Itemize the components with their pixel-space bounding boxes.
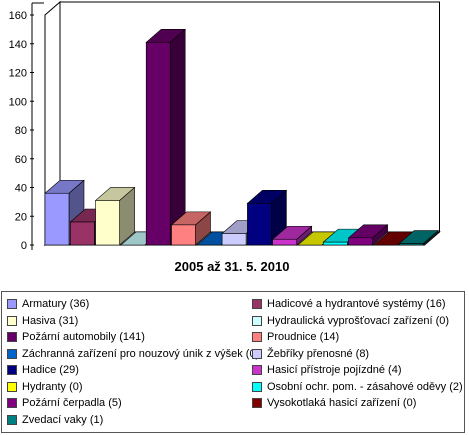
bar-front [95,200,120,246]
legend-swatch [7,414,17,425]
legend-item: Hadicové a hydrantové systémy (16) [252,297,446,311]
legend-swatch [252,348,262,359]
y-tick-label: 140 [9,39,27,51]
legend-label: Záchranná zařízení pro nouzový únik z vý… [22,347,260,360]
legend-item: Záchranná zařízení pro nouzový únik z vý… [7,347,259,361]
y-tick-label: 40 [15,183,27,195]
bar [145,28,187,246]
y-tick-label: 80 [15,125,27,137]
legend-label: Požární čerpadla (5) [22,397,122,409]
legend-item: Zvedací vaky (1) [7,413,103,427]
legend-item: Hydranty (0) [7,380,83,394]
y-tick-label: 120 [9,68,27,80]
legend-swatch [7,398,17,408]
bar-front [348,237,373,246]
legend-swatch [7,348,17,359]
legend-label: Vysokotlaká hasicí zařízení (0) [267,397,417,409]
legend-swatch [7,332,17,342]
legend-label: Proudnice (14) [267,331,340,343]
legend-swatch [252,365,262,375]
bar-front [247,203,272,246]
bars [44,28,440,246]
bar-front [44,192,70,246]
bar-front [322,241,348,246]
legend-item: Hasicí přístroje pojízdné (4) [252,363,402,377]
bar [347,224,389,246]
legend-swatch [252,332,262,342]
y-tick-label: 100 [9,96,27,108]
bar-front [145,42,171,246]
legend-swatch [7,365,17,375]
y-tick-label: 20 [15,211,27,223]
legend-item: Proudnice (14) [252,330,339,344]
bar [94,186,136,246]
bar-front [171,224,196,246]
bar-chart: 0 20 40 60 80 100 120 140 160 2005 až 31. 5. 201… [9,0,441,274]
y-tick-label: 60 [15,154,27,166]
y-tick-label: 160 [9,10,27,22]
bar-front [221,233,247,246]
legend-label: Osobní ochr. pom. - zásahové oděvy (2) [267,380,463,393]
bar-front [272,238,298,246]
legend-swatch [252,315,262,326]
bar-front [398,243,424,246]
legend-label: Hydranty (0) [22,380,83,393]
legend-item: Požární automobily (141) [7,330,145,344]
legend-label: Hasiva (31) [22,314,79,327]
bar [271,225,313,246]
legend-item: Hydraulická vyprošťovací zařízení (0) [252,314,449,328]
bar-side [169,28,186,246]
y-axis: 0 20 40 60 80 100 120 140 160 [9,10,34,252]
legend-swatch [252,398,262,408]
legend-swatch [7,315,17,326]
legend-label: Žebříky přenosné (8) [267,347,370,360]
legend-label: Hasicí přístroje pojízdné (4) [267,364,402,376]
legend: Armatury (36) Hadicové a hydrantové systé… [1,291,465,433]
legend-item: Hasiva (31) [7,314,78,328]
legend-swatch [252,299,262,309]
legend-item: Vysokotlaká hasicí zařízení (0) [252,396,416,410]
legend-label: Hydraulická vyprošťovací zařízení (0) [267,314,450,327]
y-tick-label: 0 [21,240,27,252]
legend-item: Žebříky přenosné (8) [252,347,369,361]
bar [398,229,440,246]
legend-swatch [7,381,17,392]
legend-item: Osobní ochr. pom. - zásahové oděvy (2) [252,380,463,394]
legend-item: Požární čerpadla (5) [7,396,122,410]
legend-label: Armatury (36) [22,298,90,310]
legend-swatch [7,299,17,309]
legend-label: Hadice (29) [22,364,79,376]
legend-swatch [252,381,262,392]
legend-label: Zvedací vaky (1) [22,413,104,426]
legend-label: Hadicové a hydrantové systémy (16) [267,298,446,310]
legend-label: Požární automobily (141) [22,331,145,343]
bar-front [70,221,95,246]
legend-item: Armatury (36) [7,297,89,311]
x-axis-label: 2005 až 31. 5. 2010 [175,259,290,274]
legend-item: Hadice (29) [7,363,79,377]
bar [170,211,212,246]
